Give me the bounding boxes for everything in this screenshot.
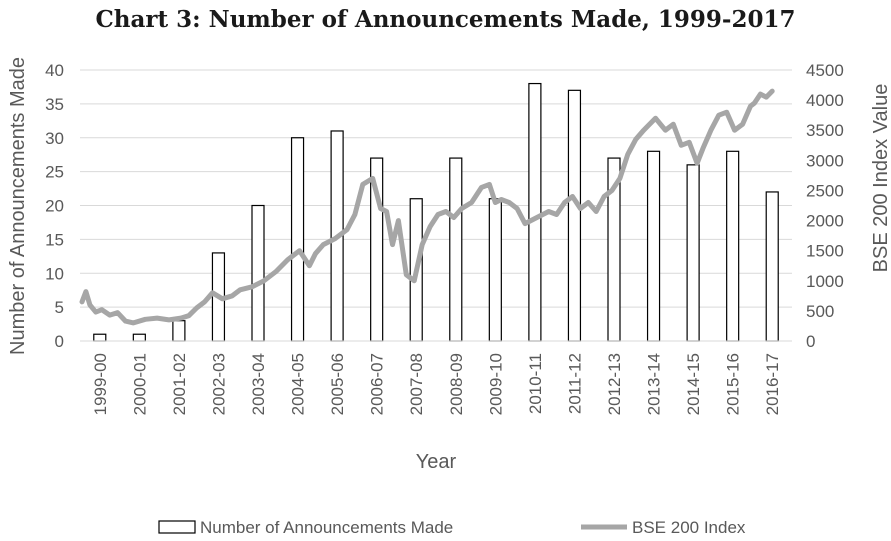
legend: Number of Announcements Made BSE 200 Ind… — [158, 518, 746, 537]
y2-tick-label: 500 — [806, 302, 834, 321]
legend-line-label: BSE 200 Index — [632, 518, 746, 537]
x-tick-label: 2008-09 — [447, 353, 466, 415]
bar — [172, 320, 186, 342]
x-tick-label: 2009-10 — [486, 353, 505, 415]
y-tick-label: 25 — [45, 163, 64, 182]
y2-tick-label: 3500 — [806, 121, 844, 140]
x-tick-label: 2007-08 — [407, 353, 426, 415]
y2-tick-label: 4000 — [806, 91, 844, 110]
y2-tick-label: 1500 — [806, 242, 844, 261]
x-tick-label: 2001-02 — [170, 353, 189, 415]
x-tick-label: 2015-16 — [724, 353, 743, 415]
x-tick-label: 1999-00 — [91, 353, 110, 415]
y-tick-label: 20 — [45, 197, 64, 216]
x-axis-title: Year — [416, 451, 457, 473]
x-tick-label: 2003-04 — [249, 353, 268, 415]
y2-tick-label: 3000 — [806, 151, 844, 170]
bar — [646, 150, 661, 342]
right-axis-ticks: 0 500 1000 1500 2000 2500 3000 3500 4000 4500 — [806, 61, 844, 351]
y-tick-label: 30 — [45, 129, 64, 148]
bar — [132, 333, 146, 342]
legend-bar-label: Number of Announcements Made — [200, 518, 453, 537]
line-series — [79, 88, 775, 326]
left-axis-ticks: 0 5 10 15 20 25 30 35 40 — [45, 61, 64, 351]
x-tick-label: 2014-15 — [684, 353, 703, 415]
bar — [251, 204, 265, 342]
bse200-line — [79, 88, 775, 326]
chart-title: Chart 3: Number of Announcements Made, 1… — [95, 6, 796, 33]
bar — [93, 333, 107, 342]
bar — [567, 89, 582, 342]
bar-series — [93, 82, 779, 342]
bar — [686, 164, 700, 342]
bar — [765, 191, 779, 342]
y2-axis-title: BSE 200 Index Value — [870, 84, 891, 273]
y-tick-label: 0 — [55, 332, 64, 351]
x-tick-label: 2002-03 — [209, 353, 228, 415]
x-tick-label: 2016-17 — [763, 353, 782, 415]
x-axis-ticks: 1999-00 2000-01 2001-02 2002-03 2003-04 2004-… — [91, 353, 782, 415]
y-tick-label: 5 — [55, 298, 64, 317]
legend-bar-swatch — [158, 520, 196, 534]
x-tick-label: 2004-05 — [289, 353, 308, 415]
x-tick-label: 2010-11 — [526, 353, 545, 414]
bar — [488, 198, 502, 342]
bar — [290, 137, 305, 342]
x-tick-label: 2006-07 — [368, 353, 387, 415]
y-tick-label: 35 — [45, 95, 64, 114]
bar — [528, 82, 542, 342]
x-tick-label: 2012-13 — [605, 353, 624, 415]
gridlines — [80, 69, 792, 308]
y2-tick-label: 2000 — [806, 212, 844, 231]
y2-tick-label: 4500 — [806, 61, 844, 80]
y-tick-label: 15 — [45, 230, 64, 249]
y2-tick-label: 2500 — [806, 181, 844, 200]
x-tick-label: 2013-14 — [645, 353, 664, 415]
bar — [726, 150, 740, 342]
x-tick-label: 2005-06 — [328, 353, 347, 415]
x-tick-label: 2011-12 — [565, 353, 584, 414]
y2-tick-label: 0 — [806, 332, 815, 351]
bar — [449, 157, 463, 342]
y-tick-label: 40 — [45, 61, 64, 80]
y-tick-label: 10 — [45, 264, 64, 283]
y-axis-title: Number of Announcements Made — [7, 57, 29, 355]
x-tick-label: 2000-01 — [130, 353, 149, 415]
y2-tick-label: 1000 — [806, 272, 844, 291]
